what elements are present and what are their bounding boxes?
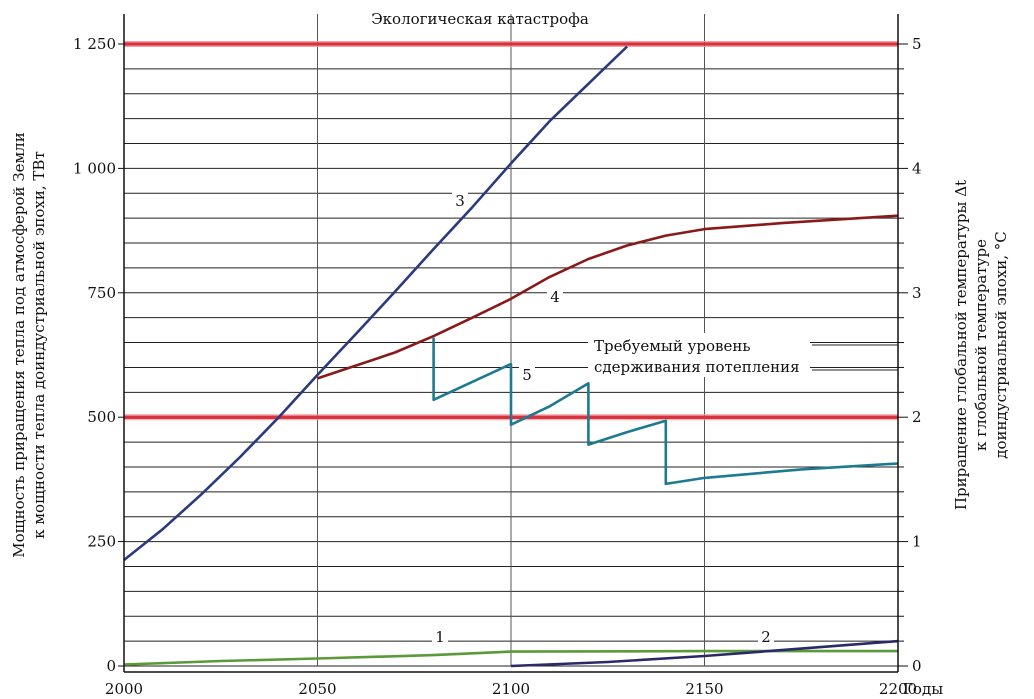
x-tick-label: 2200 (879, 680, 917, 698)
series-label-bg (452, 192, 468, 210)
series-line-4 (317, 214, 899, 380)
y-right-tick-label: 1 (912, 533, 922, 551)
series-label: 4 (550, 288, 560, 306)
y-left-axis-label: Мощность приращения тепла под атмосферой… (10, 132, 48, 557)
x-tick-label: 2000 (105, 680, 143, 698)
labels: Экологическая катастрофа Годы Мощность при… (10, 10, 1010, 698)
y-left-tick-label: 1 000 (73, 159, 116, 177)
y-left-axis-label-line: к мощности тепла доиндустриальной эпохи,… (30, 151, 48, 539)
x-axis-label: Годы (903, 680, 943, 698)
y-right-axis-label-line: к глобальной температуре (972, 239, 990, 451)
series-group (123, 45, 899, 668)
annotation-required-level-line: Требуемый уровень (594, 337, 751, 355)
y-right-tick-label: 5 (912, 35, 922, 53)
series-line-2 (510, 639, 899, 668)
annotation-required-level-line: сдерживания потепления (594, 358, 800, 376)
y-left-tick-label: 750 (87, 284, 116, 302)
y-left-tick-label: 0 (106, 657, 116, 675)
series-label: 1 (435, 628, 445, 646)
x-tick-label: 2100 (492, 680, 530, 698)
y-right-tick-label: 4 (912, 159, 922, 177)
series-label: 3 (455, 192, 465, 210)
series-label-bg (547, 288, 563, 306)
series-label: 5 (522, 366, 532, 384)
series-label-bg (758, 628, 774, 646)
x-tick-label: 2150 (685, 680, 723, 698)
y-right-tick-label: 2 (912, 408, 922, 426)
y-right-axis-label-line: доиндустриальной эпохи, °C (992, 231, 1010, 458)
y-right-axis-label: Приращение глобальной температуры Δt к гл… (952, 180, 1010, 510)
series-line-3 (123, 45, 629, 562)
y-left-tick-label: 250 (87, 533, 116, 551)
axes (118, 14, 908, 673)
y-right-tick-label: 0 (912, 657, 922, 675)
chart-title: Экологическая катастрофа (371, 10, 589, 28)
y-right-tick-label: 3 (912, 284, 922, 302)
x-tick-label: 2050 (298, 680, 336, 698)
series-label-bg (519, 366, 535, 384)
y-left-tick-label: 1 250 (73, 35, 116, 53)
series-line-5 (432, 337, 899, 486)
series-label-bg (432, 628, 448, 646)
y-right-axis-label-line: Приращение глобальной температуры Δt (952, 180, 970, 510)
series-line-1 (123, 649, 898, 666)
y-left-tick-label: 500 (87, 408, 116, 426)
y-left-axis-label-line: Мощность приращения тепла под атмосферой… (10, 132, 28, 557)
annotation-bg (588, 333, 810, 377)
series-label: 2 (761, 628, 771, 646)
